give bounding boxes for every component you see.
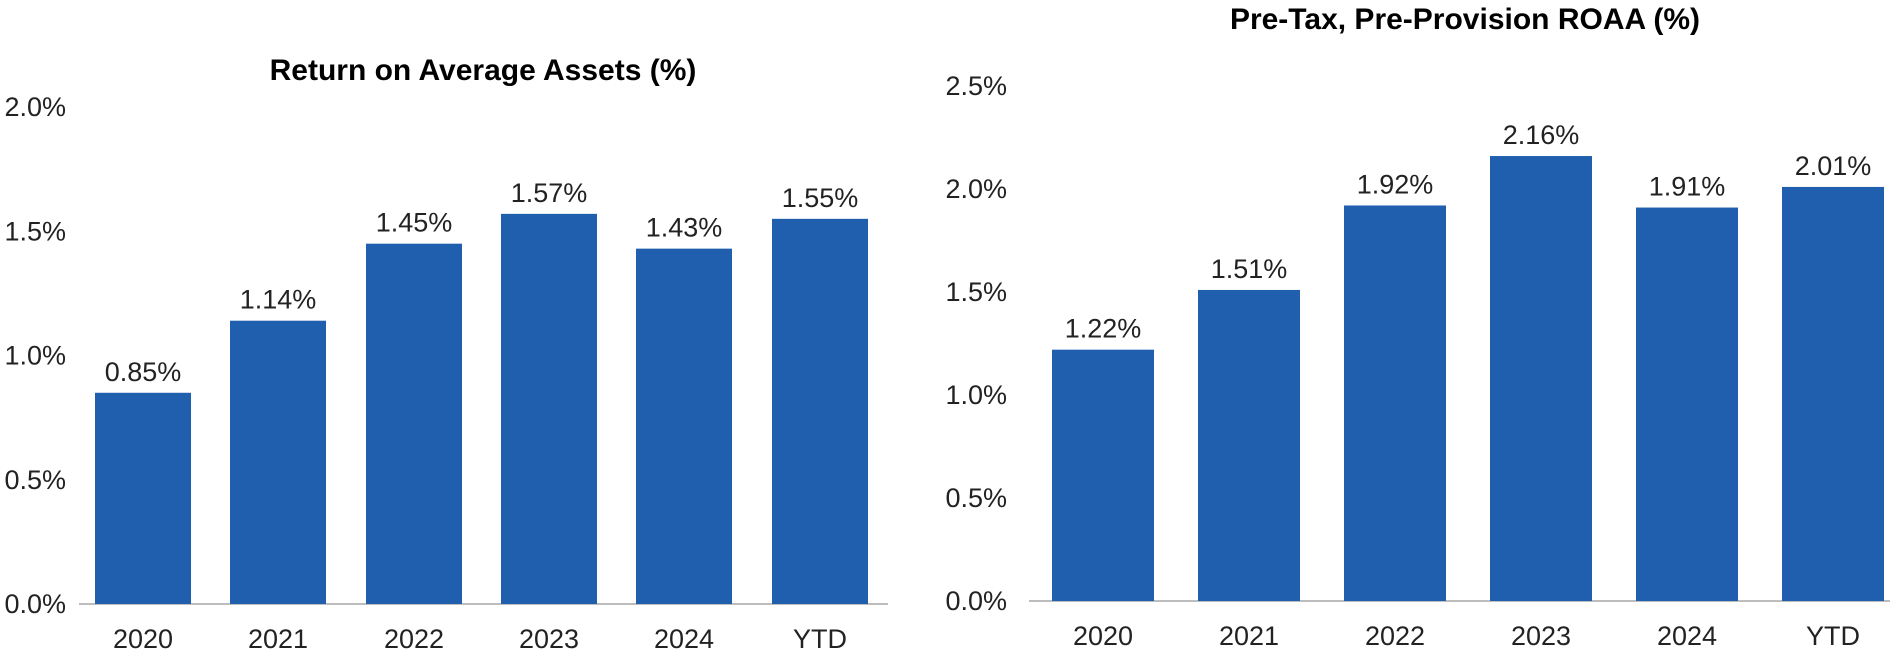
chart-roaa-data-labels: 0.85% 1.14% 1.45% 1.57% 1.43% 1.55% — [105, 178, 859, 387]
chart-pre-tax-roaa: Pre-Tax, Pre-Provision ROAA (%) 0.0% 0.5%… — [945, 3, 1890, 651]
chart-pre-tax-roaa-y-tick: 1.0% — [945, 380, 1007, 410]
chart-pre-tax-roaa-category-label: 2021 — [1219, 621, 1279, 651]
chart-pre-tax-roaa-category-label: 2022 — [1365, 621, 1425, 651]
chart-roaa-bar — [501, 213, 597, 605]
chart-roaa-y-tick: 0.0% — [4, 589, 66, 619]
chart-roaa-bar — [95, 392, 191, 604]
chart-roaa-bar — [366, 243, 462, 605]
chart-pre-tax-roaa-category-label: YTD — [1806, 621, 1860, 651]
chart-pre-tax-roaa-y-ticks: 0.0% 0.5% 1.0% 1.5% 2.0% 2.5% — [945, 71, 1007, 616]
chart-roaa-category-label: 2021 — [248, 624, 308, 654]
chart-pre-tax-roaa-data-label: 2.01% — [1795, 151, 1872, 181]
chart-roaa-category-label: YTD — [793, 624, 847, 654]
chart-roaa-category-label: 2024 — [654, 624, 714, 654]
chart-pre-tax-roaa-data-label: 1.51% — [1211, 254, 1288, 284]
chart-pre-tax-roaa-category-label: 2020 — [1073, 621, 1133, 651]
chart-roaa-category-label: 2020 — [113, 624, 173, 654]
chart-pre-tax-roaa-data-label: 1.22% — [1065, 314, 1142, 344]
chart-roaa-data-label: 0.85% — [105, 357, 182, 387]
chart-pre-tax-roaa-data-label: 2.16% — [1503, 120, 1580, 150]
chart-pre-tax-roaa-y-tick: 0.0% — [945, 586, 1007, 616]
chart-pre-tax-roaa-bar — [1198, 289, 1300, 601]
chart-roaa-bar — [636, 248, 732, 604]
chart-pre-tax-roaa-bar — [1782, 186, 1884, 601]
chart-roaa-category-label: 2022 — [384, 624, 444, 654]
chart-roaa-title: Return on Average Assets (%) — [270, 54, 697, 87]
chart-pre-tax-roaa-data-label: 1.91% — [1649, 172, 1726, 202]
chart-roaa-data-label: 1.57% — [511, 178, 588, 208]
chart-pre-tax-roaa-categories: 2020 2021 2022 2023 2024 YTD — [1073, 621, 1860, 651]
chart-roaa-data-label: 1.14% — [240, 285, 317, 315]
chart-roaa-y-ticks: 0.0% 0.5% 1.0% 1.5% 2.0% — [4, 92, 66, 619]
chart-roaa-categories: 2020 2021 2022 2023 2024 YTD — [113, 624, 847, 654]
chart-pre-tax-roaa-data-labels: 1.22% 1.51% 1.92% 2.16% 1.91% 2.01% — [1065, 120, 1872, 344]
chart-roaa: Return on Average Assets (%) 0.0% 0.5% 1.0… — [4, 54, 888, 654]
chart-roaa-y-tick: 1.0% — [4, 341, 66, 371]
chart-pre-tax-roaa-bar — [1052, 349, 1154, 601]
chart-pre-tax-roaa-y-tick: 2.0% — [945, 174, 1007, 204]
chart-pre-tax-roaa-bars — [1052, 156, 1884, 602]
chart-pre-tax-roaa-category-label: 2024 — [1657, 621, 1717, 651]
chart-roaa-y-tick: 1.5% — [4, 216, 66, 246]
chart-roaa-bar — [230, 320, 326, 604]
chart-pre-tax-roaa-y-tick: 1.5% — [945, 277, 1007, 307]
chart-roaa-bar — [772, 218, 868, 604]
chart-roaa-data-label: 1.55% — [782, 183, 859, 213]
chart-roaa-data-label: 1.45% — [376, 208, 453, 238]
chart-roaa-category-label: 2023 — [519, 624, 579, 654]
chart-roaa-data-label: 1.43% — [646, 213, 723, 243]
chart-pre-tax-roaa-data-label: 1.92% — [1357, 169, 1434, 199]
chart-roaa-bars — [95, 213, 868, 605]
chart-pre-tax-roaa-y-tick: 0.5% — [945, 483, 1007, 513]
chart-pre-tax-roaa-bar — [1636, 207, 1738, 602]
chart-pre-tax-roaa-title: Pre-Tax, Pre-Provision ROAA (%) — [1230, 3, 1700, 36]
chart-pre-tax-roaa-y-tick: 2.5% — [945, 71, 1007, 101]
chart-pre-tax-roaa-bar — [1344, 205, 1446, 602]
chart-pre-tax-roaa-bar — [1490, 156, 1592, 602]
chart-pre-tax-roaa-category-label: 2023 — [1511, 621, 1571, 651]
chart-roaa-y-tick: 2.0% — [4, 92, 66, 122]
chart-roaa-y-tick: 0.5% — [4, 465, 66, 495]
